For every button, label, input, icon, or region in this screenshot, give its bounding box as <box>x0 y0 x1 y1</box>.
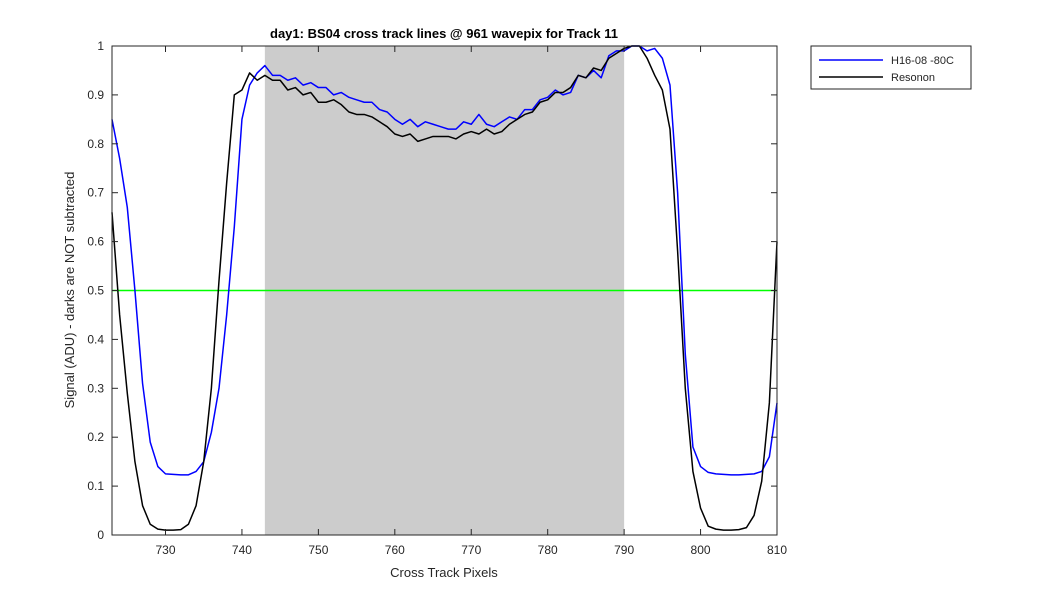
y-tick-label: 0.2 <box>87 430 104 444</box>
y-axis-ticks: 0 0.1 0.2 0.3 0.4 0.5 0.6 0.7 0.8 0.9 1 <box>87 39 777 542</box>
series-line-1 <box>111 45 778 476</box>
legend: H16-08 -80C Resonon <box>810 45 972 90</box>
x-tick-label: 770 <box>461 543 481 557</box>
y-tick-label: 0.9 <box>87 88 104 102</box>
series-layer <box>111 45 778 531</box>
legend-label-series-2: Resonon <box>891 72 935 84</box>
x-tick-label: 800 <box>691 543 711 557</box>
x-tick-label: 810 <box>767 543 787 557</box>
x-tick-label: 740 <box>232 543 252 557</box>
y-tick-label: 0.1 <box>87 479 104 493</box>
x-axis-label: Cross Track Pixels <box>390 565 498 580</box>
y-axis-label: Signal (ADU) - darks are NOT subtracted <box>62 172 77 409</box>
y-tick-label: 0.4 <box>87 332 104 346</box>
x-axis-ticks: 730 740 750 760 770 780 790 800 810 <box>155 46 787 557</box>
x-tick-label: 780 <box>538 543 558 557</box>
y-tick-label: 0.8 <box>87 137 104 151</box>
legend-label-series-1: H16-08 -80C <box>891 55 954 67</box>
y-tick-label: 0.6 <box>87 235 104 249</box>
y-tick-label: 0.7 <box>87 186 104 200</box>
x-tick-label: 750 <box>308 543 328 557</box>
x-tick-label: 760 <box>385 543 405 557</box>
chart-title: day1: BS04 cross track lines @ 961 wavep… <box>270 26 618 41</box>
y-tick-label: 1 <box>97 39 104 53</box>
x-tick-label: 730 <box>155 543 175 557</box>
y-tick-label: 0.5 <box>87 284 104 298</box>
series-line-2 <box>111 45 778 531</box>
y-tick-label: 0 <box>97 528 104 542</box>
y-tick-label: 0.3 <box>87 381 104 395</box>
x-tick-label: 790 <box>614 543 634 557</box>
legend-box <box>810 45 972 90</box>
